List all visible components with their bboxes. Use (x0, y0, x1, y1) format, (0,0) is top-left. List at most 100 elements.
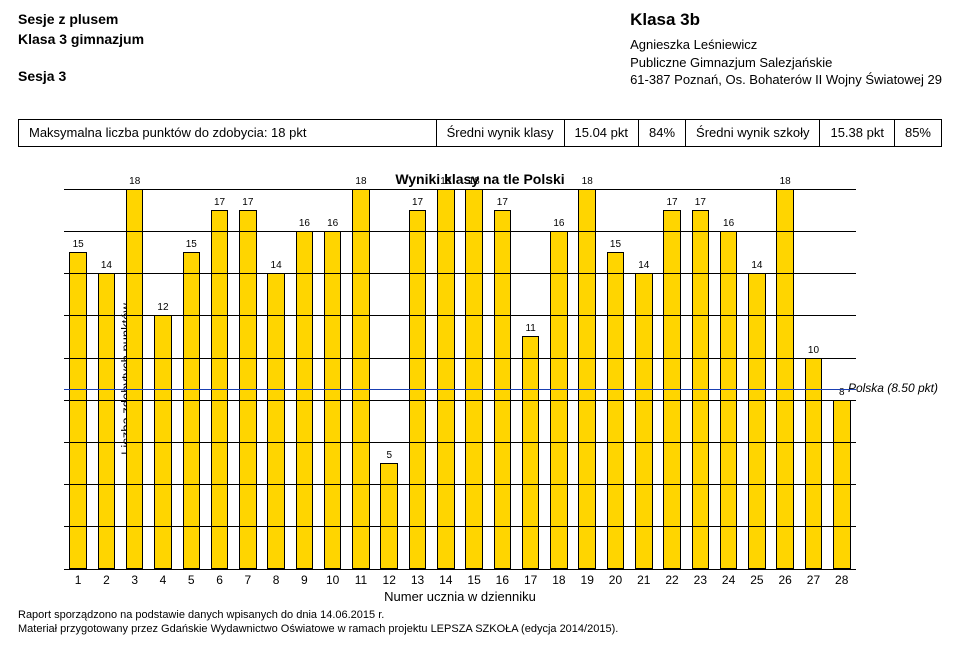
gridline (64, 400, 856, 401)
gridline (64, 231, 856, 232)
bar-value-label: 5 (386, 450, 392, 461)
bar-value-label: 15 (610, 239, 621, 250)
bar-value-label: 18 (129, 176, 140, 187)
x-tick: 13 (403, 573, 431, 587)
bar-slot: 15 (64, 189, 92, 569)
footnotes: Raport sporządzono na podstawie danych w… (18, 608, 942, 637)
bar-value-label: 10 (808, 345, 819, 356)
bar: 14 (98, 273, 116, 569)
chart-area: Liczba zdobytych punktów 151418121517171… (64, 189, 856, 569)
bar-slot: 15 (177, 189, 205, 569)
bar-slot: 16 (714, 189, 742, 569)
bar: 14 (267, 273, 285, 569)
x-axis-ticks: 1234567891011121314151617181920212223242… (64, 573, 856, 587)
bar-value-label: 12 (157, 302, 168, 313)
bar-value-label: 17 (242, 197, 253, 208)
gridline (64, 442, 856, 443)
bar-slot: 17 (658, 189, 686, 569)
bar: 18 (776, 189, 794, 569)
school-name: Publiczne Gimnazjum Salezjańskie (630, 54, 942, 72)
x-tick: 7 (234, 573, 262, 587)
bar: 15 (607, 252, 625, 569)
x-tick: 5 (177, 573, 205, 587)
bar-slot: 14 (92, 189, 120, 569)
bar: 15 (69, 252, 87, 569)
bar-value-label: 16 (553, 218, 564, 229)
x-tick: 15 (460, 573, 488, 587)
class-avg-value-cell: 15.04 pkt (565, 120, 640, 146)
bar-value-label: 18 (780, 176, 791, 187)
bar-value-label: 18 (582, 176, 593, 187)
x-tick: 6 (205, 573, 233, 587)
title-line2: Klasa 3 gimnazjum (18, 30, 144, 50)
title-line1: Sesje z plusem (18, 10, 144, 30)
bar: 17 (494, 210, 512, 569)
class-avg-label-cell: Średni wynik klasy (437, 120, 565, 146)
x-tick: 23 (686, 573, 714, 587)
reference-label: Polska (8.50 pkt) (848, 381, 938, 395)
bar-value-label: 17 (412, 197, 423, 208)
bar-slot: 8 (828, 189, 856, 569)
class-name: Klasa 3b (630, 10, 942, 30)
x-tick: 22 (658, 573, 686, 587)
school-avg-label-cell: Średni wynik szkoły (686, 120, 820, 146)
bar-slot: 14 (630, 189, 658, 569)
x-tick: 2 (92, 573, 120, 587)
class-avg-pct-cell: 84% (639, 120, 686, 146)
bar: 17 (692, 210, 710, 569)
gridline (64, 358, 856, 359)
header-right: Klasa 3b Agnieszka Leśniewicz Publiczne … (630, 10, 942, 89)
gridline (64, 273, 856, 274)
bar-slot: 18 (573, 189, 601, 569)
bar: 17 (409, 210, 427, 569)
x-tick: 19 (573, 573, 601, 587)
gridline (64, 569, 856, 570)
bar: 15 (183, 252, 201, 569)
footnote-line2: Materiał przygotowany przez Gdańskie Wyd… (18, 622, 942, 636)
bar-slot: 17 (234, 189, 262, 569)
gridline (64, 189, 856, 190)
bar-value-label: 16 (723, 218, 734, 229)
bar-slot: 15 (601, 189, 629, 569)
x-tick: 17 (517, 573, 545, 587)
x-tick: 18 (545, 573, 573, 587)
bar: 17 (211, 210, 229, 569)
bars-container: 1514181215171714161618517181817111618151… (64, 189, 856, 569)
bar-value-label: 17 (666, 197, 677, 208)
bar-value-label: 11 (525, 323, 535, 334)
bar: 11 (522, 336, 540, 568)
bar-value-label: 18 (355, 176, 366, 187)
bar-slot: 5 (375, 189, 403, 569)
bar-slot: 18 (121, 189, 149, 569)
x-tick: 1 (64, 573, 92, 587)
chart: Liczba zdobytych punktów 151418121517171… (18, 189, 942, 604)
school-address: 61-387 Poznań, Os. Bohaterów II Wojny Św… (630, 71, 942, 89)
bar-slot: 10 (799, 189, 827, 569)
gridline (64, 526, 856, 527)
bar: 17 (239, 210, 257, 569)
x-tick: 14 (432, 573, 460, 587)
bar-value-label: 8 (839, 387, 845, 398)
bar-value-label: 14 (751, 260, 762, 271)
bar: 18 (352, 189, 370, 569)
x-tick: 25 (743, 573, 771, 587)
bar: 18 (465, 189, 483, 569)
teacher-name: Agnieszka Leśniewicz (630, 36, 942, 54)
bar-value-label: 18 (469, 176, 480, 187)
gridline (64, 484, 856, 485)
x-tick: 11 (347, 573, 375, 587)
x-tick: 26 (771, 573, 799, 587)
bar-slot: 14 (262, 189, 290, 569)
x-tick: 4 (149, 573, 177, 587)
x-tick: 21 (630, 573, 658, 587)
bar-value-label: 15 (73, 239, 84, 250)
x-tick: 10 (319, 573, 347, 587)
school-avg-pct-cell: 85% (895, 120, 941, 146)
bar: 17 (663, 210, 681, 569)
bar-value-label: 18 (440, 176, 451, 187)
gridline (64, 315, 856, 316)
bar: 10 (805, 358, 823, 569)
bar-value-label: 14 (101, 260, 112, 271)
chart-title: Wyniki klasy na tle Polski (18, 171, 942, 187)
bar-slot: 17 (686, 189, 714, 569)
